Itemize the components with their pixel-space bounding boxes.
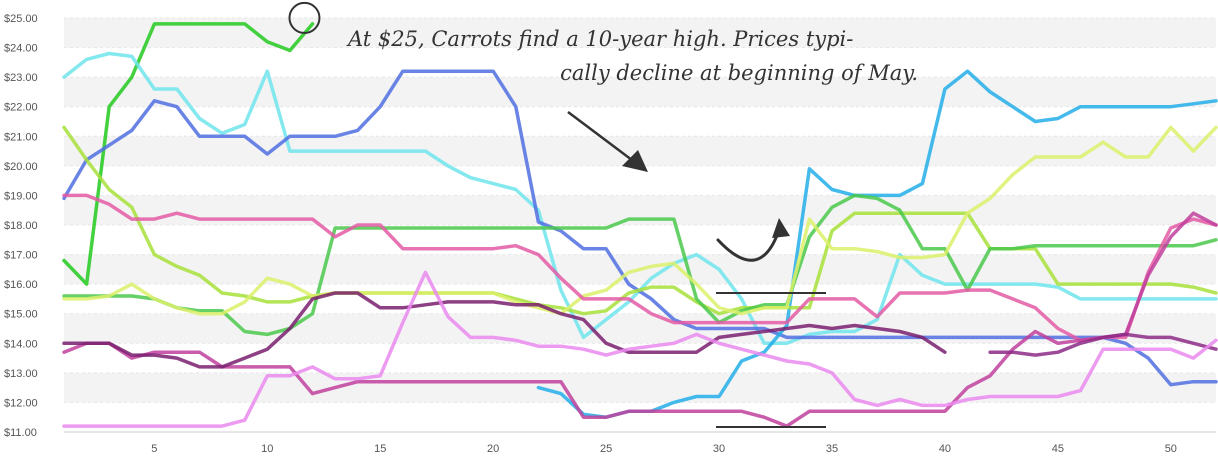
y-tick-label: $19.00 [4, 190, 38, 202]
x-tick-label: 10 [261, 443, 273, 455]
x-tick-label: 30 [713, 443, 725, 455]
x-tick-label: 35 [826, 443, 838, 455]
highlight-circle [288, 1, 321, 34]
arrow-pointer-head [622, 150, 648, 172]
y-tick-label: $20.00 [4, 161, 38, 173]
x-tick-label: 50 [1165, 443, 1177, 455]
y-tick-label: $22.00 [4, 102, 38, 114]
annotation-decorations [288, 1, 826, 428]
y-tick-label: $14.00 [4, 338, 38, 350]
curved-arrow-head [772, 218, 790, 238]
annotation-line-1: At $25, Carrots find a 10-year high. Pri… [346, 27, 853, 51]
y-tick-label: $11.00 [4, 427, 37, 439]
y-tick-label: $16.00 [4, 279, 38, 291]
y-tick-label: $15.00 [4, 309, 38, 321]
series-line-11 [988, 332, 1218, 357]
arrow-pointer [567, 111, 641, 167]
x-tick-label: 45 [1052, 443, 1064, 455]
x-axis: 5 10 15 20 25 30 35 40 45 50 [64, 431, 1216, 455]
x-tick-label: 20 [487, 443, 499, 455]
series-line-10 [62, 291, 947, 369]
series-line-8 [62, 193, 1218, 343]
y-tick-label: $12.00 [4, 397, 38, 409]
annotation-line-2: cally decline at beginning of May. [560, 61, 918, 85]
y-axis: $11.00 $12.00 $13.00 $14.00 $15.00 $16.00 $17.… [4, 13, 38, 439]
y-tick-label: $18.00 [4, 220, 38, 232]
series-line-7 [62, 125, 1218, 316]
x-tick-label: 40 [939, 443, 951, 455]
series-lines [62, 22, 1218, 428]
y-tick-label: $25.00 [4, 13, 38, 25]
series-line-6 [62, 193, 1218, 337]
y-tick-label: $17.00 [4, 250, 38, 262]
y-tick-label: $24.00 [4, 43, 38, 55]
curved-arrow [716, 228, 781, 262]
y-tick-label: $23.00 [4, 72, 38, 84]
series-line-9 [62, 211, 1218, 428]
series-line-12 [62, 270, 1218, 428]
y-tick-label: $21.00 [4, 131, 38, 143]
series-line-1 [62, 22, 315, 286]
y-tick-label: $13.00 [4, 368, 38, 380]
x-tick-label: 25 [600, 443, 612, 455]
x-tick-label: 15 [374, 443, 386, 455]
x-tick-label: 5 [151, 443, 157, 455]
